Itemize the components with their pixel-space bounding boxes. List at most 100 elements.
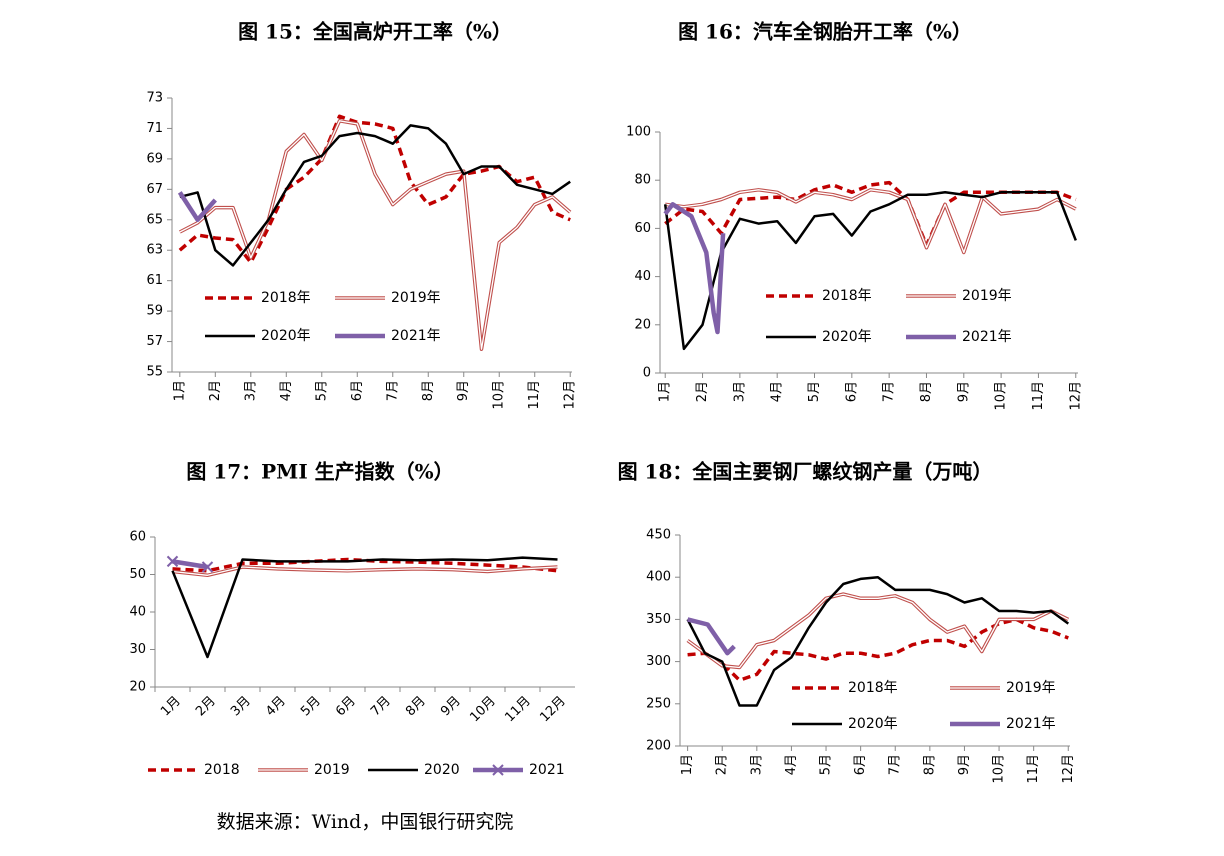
y-tick-label: 450 [646, 528, 671, 543]
x-tick-label: 7月 [888, 754, 903, 775]
x-tick-label: 4月 [770, 381, 785, 402]
legend-label: 2020 [424, 762, 460, 778]
x-tick-label: 12月 [1061, 754, 1076, 784]
y-tick-label: 67 [146, 182, 163, 197]
x-tick-label: 9月 [957, 754, 972, 775]
y-tick-label: 300 [646, 654, 671, 669]
x-tick-label: 4月 [263, 694, 289, 720]
x-tick-label: 5月 [807, 381, 822, 402]
x-tick-label: 11月 [502, 694, 533, 725]
series-line-inner [665, 189, 1077, 254]
y-tick-label: 40 [129, 605, 146, 620]
y-tick-label: 59 [146, 304, 163, 319]
x-tick-label: 8月 [922, 754, 937, 775]
x-tick-label: 8月 [403, 694, 429, 720]
chart-title: 图 18：全国主要钢厂螺纹钢产量（万吨） [618, 460, 993, 484]
chart-title: 图 15：全国高炉开工率（%） [238, 20, 512, 44]
y-tick-label: 73 [146, 91, 163, 106]
x-tick-label: 11月 [1031, 381, 1046, 411]
chart-title: 图 17：PMI 生产指数（%） [186, 460, 453, 484]
legend-label: 2018年 [848, 680, 898, 696]
series-line-inner [179, 120, 571, 350]
x-tick-label: 12月 [537, 694, 568, 725]
x-tick-label: 10月 [492, 380, 507, 410]
y-tick-label: 63 [146, 243, 163, 258]
marker-x [166, 555, 179, 568]
series-line [687, 617, 736, 656]
x-tick-label: 6月 [853, 754, 868, 775]
legend-label: 2021年 [1006, 716, 1056, 732]
x-tick-label: 6月 [350, 380, 365, 401]
x-tick-label: 7月 [882, 381, 897, 402]
x-tick-label: 2月 [208, 380, 223, 401]
series-line [664, 180, 1077, 248]
series-line [178, 114, 571, 265]
legend-label: 2019年 [962, 288, 1012, 304]
x-tick-label: 5月 [314, 380, 329, 401]
y-tick-label: 69 [146, 151, 163, 166]
y-tick-label: 60 [129, 530, 146, 545]
x-tick-label: 6月 [333, 694, 359, 720]
y-tick-label: 200 [646, 739, 671, 754]
legend-label: 2021 [529, 762, 565, 778]
x-tick-label: 1月 [658, 381, 673, 402]
legend-label: 2019 [314, 762, 350, 778]
y-tick-label: 400 [646, 570, 671, 585]
legend-label: 2018 [204, 762, 240, 778]
x-tick-label: 5月 [819, 754, 834, 775]
x-tick-label: 8月 [421, 380, 436, 401]
y-tick-label: 57 [146, 334, 163, 349]
y-tick-label: 30 [129, 642, 146, 657]
x-tick-label: 11月 [1026, 754, 1041, 784]
y-tick-label: 350 [646, 612, 671, 627]
x-tick-label: 1月 [172, 380, 187, 401]
x-tick-label: 6月 [844, 381, 859, 402]
x-tick-label: 2月 [695, 381, 710, 402]
y-tick-label: 0 [643, 366, 651, 381]
series-line-inner [172, 566, 558, 576]
x-tick-label: 1月 [680, 754, 695, 775]
source-note: 数据来源：Wind，中国银行研究院 [217, 811, 514, 833]
series-line [178, 119, 572, 351]
x-tick-label: 12月 [563, 380, 578, 410]
y-tick-label: 50 [129, 567, 146, 582]
y-tick-label: 60 [634, 221, 651, 236]
legend-label: 2018年 [822, 288, 872, 304]
x-tick-label: 3月 [732, 381, 747, 402]
x-tick-label: 10月 [994, 381, 1009, 411]
series-line [663, 202, 726, 335]
series-line [687, 617, 1069, 682]
x-tick-label: 2月 [715, 754, 730, 775]
marker-x [492, 764, 504, 776]
series-line [663, 191, 1077, 351]
y-tick-label: 40 [634, 269, 651, 284]
legend-label: 2020年 [848, 716, 898, 732]
x-tick-label: 3月 [749, 754, 764, 775]
y-tick-label: 20 [634, 317, 651, 332]
y-tick-label: 55 [146, 365, 163, 380]
x-tick-label: 4月 [784, 754, 799, 775]
legend-label: 2018年 [261, 290, 311, 306]
x-tick-label: 12月 [1068, 381, 1083, 411]
x-tick-label: 7月 [368, 694, 394, 720]
legend-label: 2020年 [822, 329, 872, 345]
x-tick-label: 1月 [158, 694, 184, 720]
y-tick-label: 250 [646, 696, 671, 711]
series-line [172, 559, 208, 570]
x-tick-label: 9月 [438, 694, 464, 720]
legend-label: 2020年 [261, 328, 311, 344]
legend-label: 2019年 [1006, 680, 1056, 696]
x-tick-label: 3月 [228, 694, 254, 720]
x-tick-label: 10月 [467, 694, 498, 725]
legend-label: 2019年 [391, 290, 441, 306]
x-tick-label: 11月 [527, 380, 542, 410]
x-tick-label: 9月 [456, 380, 471, 401]
legend-label: 2021年 [962, 329, 1012, 345]
y-tick-label: 100 [626, 125, 651, 140]
x-tick-label: 7月 [385, 380, 400, 401]
x-tick-label: 9月 [956, 381, 971, 402]
x-tick-label: 3月 [243, 380, 258, 401]
x-tick-label: 10月 [992, 754, 1007, 784]
series-line [686, 575, 1070, 707]
